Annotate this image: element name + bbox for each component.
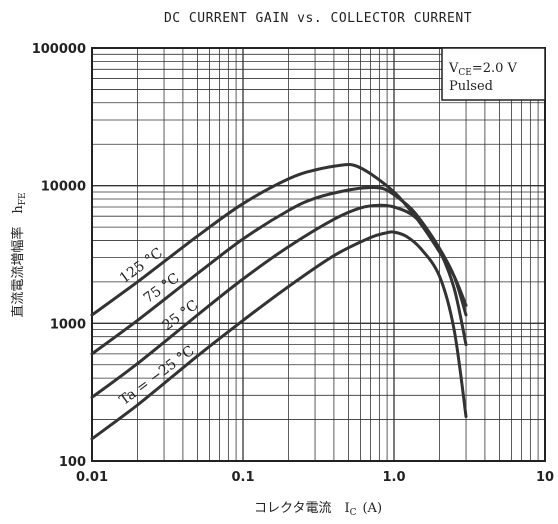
series-line-3	[90, 230, 468, 441]
y-axis-label: 直流電流増幅率 hFE	[10, 192, 28, 317]
y-tick-label: 1000	[50, 317, 86, 332]
series-line-0	[90, 163, 468, 317]
curves	[90, 163, 468, 441]
series-line-2	[90, 203, 468, 399]
x-axis-label: コレクタ電流 IC (A)	[254, 501, 382, 518]
series-label-value: Ta = −25	[117, 353, 184, 408]
y-axis-label-sub: FE	[18, 192, 28, 205]
x-tick-label: 1.0	[382, 470, 405, 485]
condition-line-2: Pulsed	[449, 79, 493, 94]
condition-box-frame	[441, 47, 546, 101]
x-axis-label-main: コレクタ電流 I	[254, 501, 350, 516]
y-tick-label: 100000	[32, 42, 86, 57]
plot-frame	[91, 47, 546, 462]
series-label-3: Ta = −25 °C	[117, 343, 198, 409]
x-axis-label-unit: (A)	[362, 501, 382, 516]
grid	[92, 48, 545, 461]
condition-v-value: =2.0 V	[472, 61, 518, 76]
x-tick-label: 0.01	[76, 470, 108, 485]
y-axis-label-main: 直流電流増幅率 h	[10, 205, 26, 318]
condition-line-1: VCE=2.0 V	[448, 61, 518, 78]
y-tick-label: 10000	[41, 180, 86, 195]
x-axis-label-sub: C	[350, 508, 357, 518]
chart-title: DC CURRENT GAIN vs. COLLECTOR CURRENT	[164, 11, 472, 26]
x-tick-labels: 0.01 0.1 1.0 10	[76, 470, 554, 485]
condition-v: V	[448, 61, 459, 76]
condition-box: VCE=2.0 V Pulsed	[441, 47, 546, 101]
x-tick-label: 0.1	[231, 470, 254, 485]
y-tick-labels: 100 1000 10000 100000	[32, 42, 86, 470]
condition-v-sub: CE	[458, 68, 471, 78]
x-tick-label: 10	[536, 470, 554, 485]
y-tick-label: 100	[59, 455, 86, 470]
